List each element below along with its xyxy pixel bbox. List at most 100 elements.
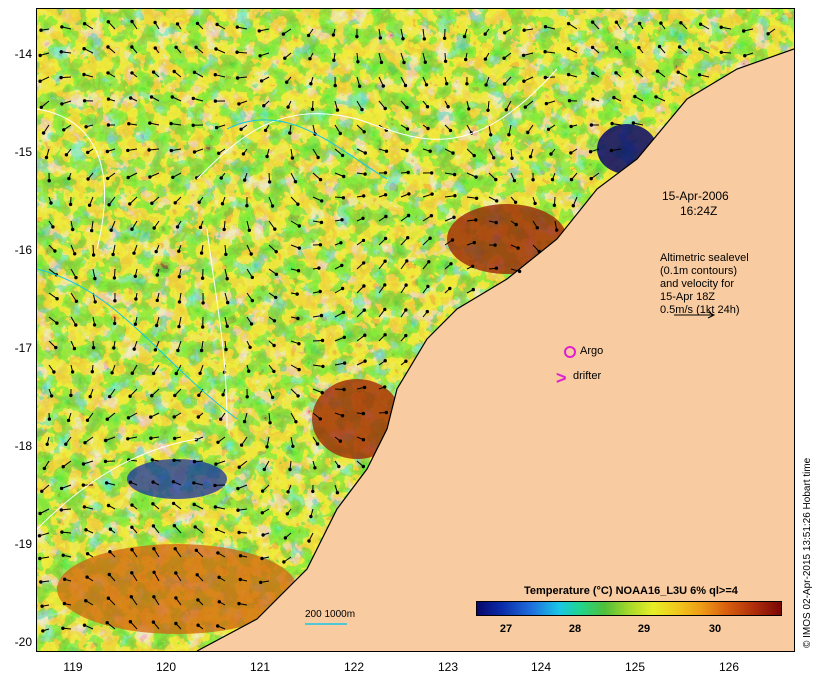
velocity-arrow-head bbox=[201, 325, 205, 329]
velocity-arrow-head bbox=[86, 177, 90, 181]
velocity-arrow-head bbox=[319, 313, 324, 318]
velocity-arrow-head bbox=[342, 387, 346, 392]
velocity-arrow-head bbox=[172, 436, 177, 441]
velocity-arrow-head bbox=[59, 486, 64, 491]
velocity-arrow-head bbox=[238, 577, 243, 582]
velocity-arrow-head bbox=[522, 28, 526, 32]
velocity-arrow-head bbox=[224, 347, 228, 352]
velocity-arrow-head bbox=[494, 220, 498, 225]
velocity-arrow-head bbox=[612, 95, 616, 100]
velocity-arrow-head bbox=[265, 445, 269, 449]
velocity-arrow-head bbox=[425, 309, 429, 314]
velocity-arrow-head bbox=[213, 73, 218, 77]
velocity-arrow-head bbox=[82, 505, 87, 509]
velocity-arrow-head bbox=[268, 421, 272, 425]
velocity-arrow-head bbox=[53, 249, 57, 253]
velocity-arrow-head bbox=[172, 69, 176, 74]
velocity-arrow-head bbox=[449, 262, 453, 266]
velocity-arrow-head bbox=[550, 177, 555, 182]
overpass-date: 15-Apr-2006 bbox=[662, 189, 729, 203]
velocity-arrow-head bbox=[250, 275, 255, 280]
velocity-arrow-head bbox=[677, 45, 682, 49]
velocity-arrow-head bbox=[259, 79, 264, 83]
velocity-arrow-head bbox=[249, 322, 254, 326]
velocity-arrow-head bbox=[569, 151, 573, 155]
velocity-arrow-head bbox=[127, 122, 131, 126]
velocity-arrow-head bbox=[170, 95, 175, 99]
velocity-arrow-head bbox=[45, 442, 49, 446]
velocity-arrow-head bbox=[321, 364, 325, 369]
velocity-arrow-head bbox=[37, 534, 42, 538]
velocity-arrow-head bbox=[362, 261, 366, 265]
velocity-arrow-head bbox=[513, 200, 518, 205]
velocity-arrow-head bbox=[405, 127, 410, 131]
velocity-arrow-head bbox=[130, 71, 134, 75]
velocity-arrow-head bbox=[175, 22, 180, 26]
velocity-arrow-head bbox=[471, 287, 475, 292]
velocity-arrow-head bbox=[404, 283, 408, 287]
velocity-arrow-head bbox=[614, 20, 619, 24]
velocity-arrow-head bbox=[657, 44, 662, 49]
velocity-arrow-head bbox=[171, 480, 176, 484]
velocity-arrow-head bbox=[430, 171, 434, 175]
velocity-arrow-head bbox=[40, 604, 44, 608]
velocity-arrow-head bbox=[107, 203, 111, 207]
velocity-arrow-head bbox=[130, 45, 134, 49]
velocity-arrow-head bbox=[569, 177, 574, 182]
velocity-arrow-head bbox=[55, 297, 59, 301]
velocity-arrow-head bbox=[318, 243, 323, 247]
velocity-arrow-head bbox=[174, 371, 179, 376]
velocity-arrow-head bbox=[363, 333, 367, 337]
velocity-arrow-head bbox=[313, 466, 317, 470]
velocity-arrow-head bbox=[445, 82, 449, 86]
argo-marker-icon[interactable] bbox=[564, 346, 576, 358]
velocity-arrow-head bbox=[130, 227, 134, 231]
velocity-arrow-head bbox=[637, 21, 642, 26]
velocity-arrow-head bbox=[216, 551, 220, 555]
sst-map bbox=[37, 9, 794, 651]
velocity-arrow-head bbox=[502, 82, 507, 86]
velocity-arrow-head bbox=[172, 458, 176, 462]
velocity-arrow-head bbox=[273, 227, 277, 231]
velocity-arrow-head bbox=[68, 202, 73, 207]
velocity-arrow-head bbox=[38, 511, 42, 516]
velocity-arrow-head bbox=[54, 345, 58, 350]
velocity-arrow-head bbox=[402, 60, 406, 65]
velocity-arrow-head bbox=[155, 298, 160, 303]
velocity-arrow-head bbox=[679, 21, 683, 25]
velocity-arrow-head bbox=[318, 177, 323, 182]
velocity-arrow-head bbox=[217, 600, 222, 604]
velocity-arrow-head bbox=[427, 260, 431, 264]
velocity-arrow-head bbox=[474, 218, 478, 222]
velocity-arrow-head bbox=[464, 57, 468, 62]
velocity-arrow-head bbox=[235, 76, 240, 80]
velocity-arrow-head bbox=[128, 202, 132, 206]
velocity-arrow-head bbox=[175, 225, 180, 229]
velocity-arrow-head bbox=[362, 385, 367, 390]
velocity-arrow-head bbox=[286, 490, 290, 494]
velocity-arrow-head bbox=[262, 467, 267, 472]
velocity-arrow-head bbox=[549, 152, 553, 156]
velocity-arrow-head bbox=[196, 598, 200, 602]
drifter-marker-icon[interactable]: > bbox=[556, 368, 567, 388]
velocity-arrow-head bbox=[297, 246, 301, 250]
velocity-arrow-head bbox=[103, 459, 108, 464]
velocity-arrow-head bbox=[335, 108, 340, 112]
velocity-arrow-head bbox=[44, 155, 49, 160]
velocity-arrow-head bbox=[243, 178, 247, 182]
velocity-arrow-head bbox=[41, 131, 46, 135]
velocity-arrow-head bbox=[404, 333, 408, 338]
velocity-arrow-head bbox=[86, 150, 90, 155]
velocity-arrow-head bbox=[108, 394, 112, 399]
velocity-arrow-head bbox=[566, 21, 571, 26]
velocity-arrow-head bbox=[64, 153, 69, 157]
velocity-arrow-head bbox=[362, 308, 366, 312]
velocity-arrow-head bbox=[126, 416, 131, 420]
velocity-arrow-head bbox=[87, 203, 92, 207]
velocity-arrow-head bbox=[219, 176, 223, 180]
velocity-arrow-head bbox=[105, 149, 110, 154]
velocity-arrow-head bbox=[213, 505, 218, 509]
velocity-arrow-head bbox=[93, 276, 97, 281]
temperature-colorbar bbox=[476, 601, 782, 616]
map-panel[interactable] bbox=[36, 8, 795, 652]
